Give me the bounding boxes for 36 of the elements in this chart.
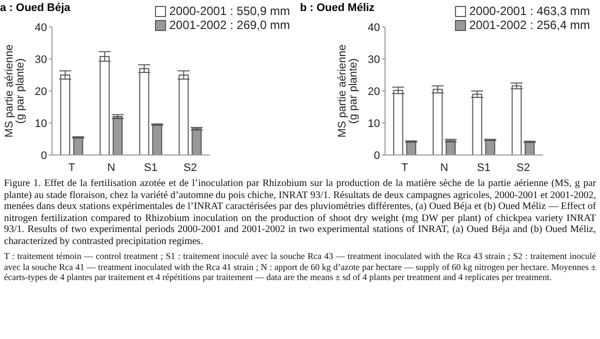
- text: T : traitement témoin — control treatment ; S1 : traitement inoculé avec la souche Rca 43 — treatment inoculated with the Rca 43 strain ; S2 : traitement inoculé avec la souche Rca 41 — treatment inoculated with the Rca 41 strain ; N : apport de 60 kg d’azote par hectare — supply of 60 kg nitrogen per hectare. Moyennes ± écarts-types de 4 plantes par traitement et 4 répétitions par traitement — data are the means ± sd of 4 plants per treatment and 4 replicates per treatment.: [4, 251, 596, 282]
- legend-label: 2001-2002 : 269,0 mm: [169, 18, 290, 32]
- y-tick-label: 30: [368, 54, 380, 66]
- x-tick-label: S1: [477, 162, 490, 174]
- bar: [100, 56, 110, 155]
- y-tick-label: 20: [34, 86, 47, 98]
- chart-title: b : Oued Méliz: [300, 2, 375, 14]
- y-tick-label: 30: [34, 54, 47, 66]
- x-tick-label: T: [68, 162, 76, 174]
- bar: [472, 94, 482, 155]
- x-tick-label: S1: [144, 162, 158, 174]
- x-tick-label: S2: [184, 162, 197, 174]
- x-tick-label: N: [440, 162, 448, 174]
- bar: [178, 74, 189, 155]
- y-tick-label: 0: [40, 150, 47, 162]
- x-tick-label: T: [401, 162, 408, 174]
- x-tick-label: S2: [516, 162, 530, 174]
- y-tick-label: 10: [368, 118, 380, 130]
- bar: [512, 85, 522, 155]
- y-tick-label: 10: [34, 118, 47, 130]
- y-tick-label: 40: [34, 22, 47, 34]
- chart-title: a : Oued Béja: [0, 2, 70, 14]
- y-tick-label: 20: [368, 86, 380, 98]
- bar: [60, 74, 70, 155]
- bar: [393, 90, 404, 155]
- bar: [432, 88, 443, 155]
- x-tick-label: N: [107, 162, 116, 174]
- y-axis-title: MS partie aérienne (g par plante): [336, 44, 360, 138]
- caption: Figure 1. Effet de la fertilisation azotée et de l’inoculation par Rhizobium sur la production de la matière sèche de la partie aérienne (MS, g par plante) au stade floraison, chez la variété d’automne du pois chiche, INRAT 93/1. Résultats de deux campagnes agricoles, 2000-2001 et 2001-2002, menées dans deux stations expérimentales de l’INRAT caractérisées par des pluviométries différentes, (a) Oued Béja et (b) Oued Méliz — Effect of nitrogen fertilization compared to Rhizobium inoculation on the production of shoot dry weight (mg DW per plant) of chickpea variety INRAT 93/1. Results of two experimental periods 2000-2001 and 2001-2002 in two experimental stations of INRAT, (a) Oued Béja and (b) Oued Méliz, characterized by contrasted precipitation regimes.: [4, 178, 596, 247]
- legend-label: 2001-2002 : 256,4 mm: [469, 18, 590, 32]
- legend-label: 2000-2001 : 550,9 mm: [169, 4, 290, 18]
- bar: [139, 68, 150, 155]
- legend-label: 2000-2001 : 463,3 mm: [469, 4, 590, 18]
- y-axis-title: MS partie aérienne (g par plante): [4, 44, 26, 138]
- y-tick-label: 0: [374, 150, 380, 162]
- y-tick-label: 40: [368, 22, 380, 34]
